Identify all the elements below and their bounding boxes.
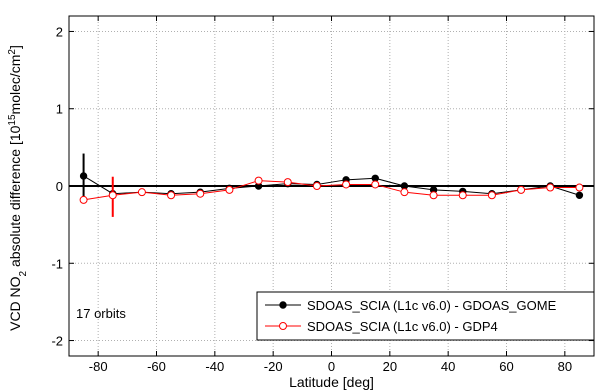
data-point: [79, 195, 88, 204]
series-1: [79, 176, 584, 217]
y-axis-label-sup2: 2: [7, 49, 18, 55]
y-tick-label: 1: [56, 102, 63, 117]
y-tick-label: -1: [51, 256, 63, 271]
data-point: [487, 191, 496, 200]
x-tick-label: -60: [147, 359, 166, 374]
data-point: [458, 191, 467, 200]
data-point: [108, 191, 117, 200]
data-point: [312, 182, 321, 190]
data-point: [283, 178, 292, 187]
y-tick-label: 0: [56, 179, 63, 194]
legend: SDOAS_SCIA (L1c v6.0) - GDOAS_GOME SDOAS…: [256, 291, 595, 341]
x-tick-label: 0: [328, 359, 335, 374]
data-point: [254, 176, 263, 185]
y-axis-label-mid: absolute difference [10: [7, 125, 23, 271]
x-tick-label: 20: [383, 359, 397, 374]
data-point: [342, 180, 351, 189]
y-axis-label-prefix: VCD NO: [7, 276, 23, 331]
series-layer: [79, 153, 584, 217]
data-point: [429, 191, 438, 200]
y-axis-label-end: ]: [7, 45, 23, 49]
ticks: -80 -60 -40 -20 0 20 40 60 80 -2 -1 0 1 2: [51, 16, 594, 374]
data-point: [137, 188, 146, 197]
y-axis-label-sub: 2: [18, 270, 29, 276]
legend-label-gome: SDOAS_SCIA (L1c v6.0) - GDOAS_GOME: [307, 298, 557, 313]
data-point: [546, 183, 555, 192]
legend-marker-black: [279, 301, 287, 309]
data-point: [79, 172, 88, 180]
y-tick-label: -2: [51, 334, 63, 349]
x-tick-label: -80: [89, 359, 108, 374]
y-tick-label: 2: [56, 24, 63, 39]
x-tick-label: -40: [205, 359, 224, 374]
legend-box: [256, 291, 595, 341]
y-axis-label-unit: molec/cm: [7, 55, 23, 115]
data-point: [167, 191, 176, 200]
x-tick-label: 60: [499, 359, 513, 374]
data-point: [400, 188, 409, 197]
annotation-orbits: 17 orbits: [76, 306, 126, 321]
legend-marker-red: [279, 322, 287, 330]
data-point: [371, 180, 380, 189]
x-tick-label: 80: [558, 359, 572, 374]
y-axis-label-sup: 15: [7, 114, 18, 126]
data-point: [196, 189, 205, 198]
data-point: [575, 191, 584, 199]
y-axis-label: VCD NO2 absolute difference [1015molec/c…: [7, 45, 29, 331]
data-point: [517, 185, 526, 194]
x-tick-label: -20: [264, 359, 283, 374]
x-axis-label: Latitude [deg]: [289, 374, 374, 390]
series-line: [83, 175, 580, 196]
legend-label-gdp4: SDOAS_SCIA (L1c v6.0) - GDP4: [307, 319, 498, 334]
data-point: [575, 183, 584, 192]
x-tick-label: 40: [441, 359, 455, 374]
data-point: [225, 185, 234, 194]
series-line: [83, 180, 580, 201]
